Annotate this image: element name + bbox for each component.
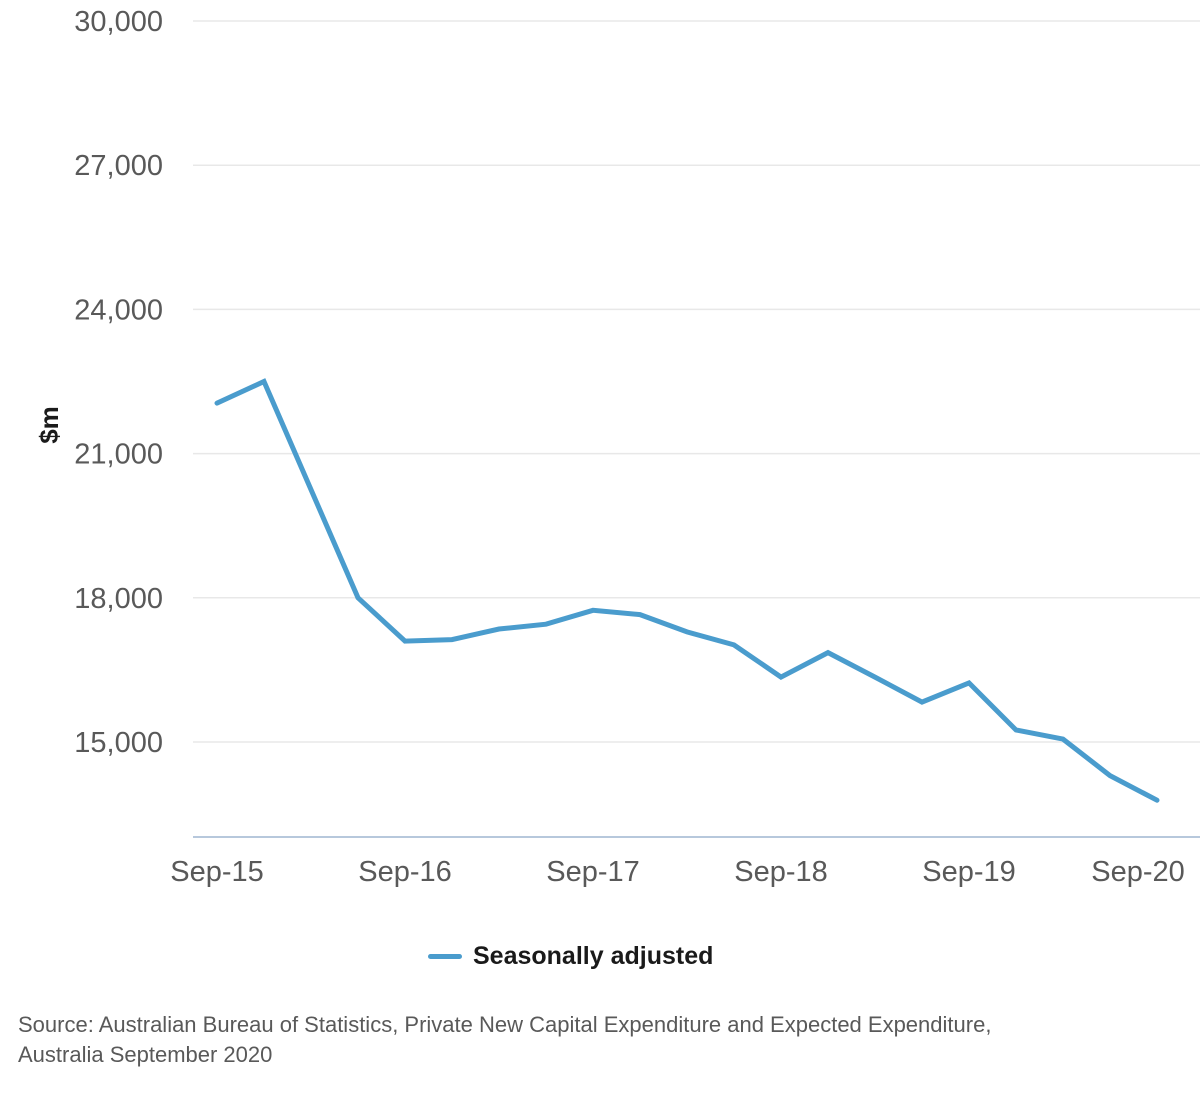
legend-line-swatch — [428, 953, 462, 959]
y-axis-title: $m — [34, 406, 64, 444]
x-axis-tick-label: Sep-16 — [358, 856, 452, 888]
x-axis-tick-label: Sep-19 — [922, 856, 1016, 888]
legend-label: Seasonally adjusted — [473, 942, 714, 970]
seasonally-adjusted-line — [214, 378, 1160, 803]
y-axis-tick-label: 15,000 — [74, 727, 163, 759]
source-note: Source: Australian Bureau of Statistics,… — [18, 1010, 991, 1070]
y-axis-tick-label: 18,000 — [74, 583, 163, 615]
y-axis-tick-label: 27,000 — [74, 150, 163, 182]
y-axis-tick-label: 24,000 — [74, 294, 163, 326]
source-note-line-1: Source: Australian Bureau of Statistics,… — [18, 1012, 992, 1037]
y-axis-tick-label: 30,000 — [74, 6, 163, 38]
source-note-line-2: Australia September 2020 — [18, 1042, 273, 1067]
x-axis-tick-label: Sep-15 — [170, 856, 264, 888]
x-axis-tick-label: Sep-18 — [734, 856, 828, 888]
y-axis-tick-label: 21,000 — [74, 439, 163, 471]
x-axis-tick-label: Sep-20 — [1091, 856, 1185, 888]
x-axis-tick-label: Sep-17 — [546, 856, 640, 888]
legend: Seasonally adjusted — [428, 941, 713, 971]
